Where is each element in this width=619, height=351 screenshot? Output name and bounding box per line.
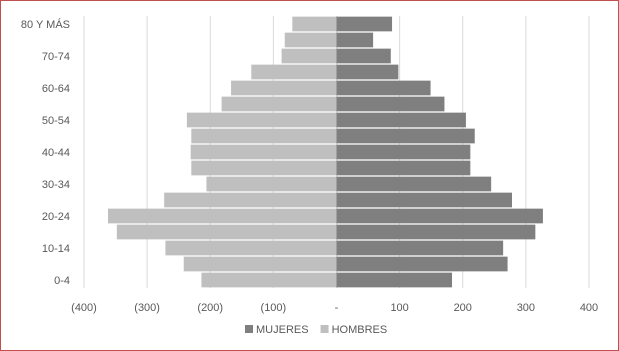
x-axis-labels: (400) (300) (200) (100) - 100 200 300 400 bbox=[71, 302, 598, 314]
legend-label-hombres: HOMBRES bbox=[332, 324, 388, 336]
bar-hombres-3 bbox=[116, 224, 337, 240]
bar-mujeres-11 bbox=[336, 96, 445, 112]
y-tick-label: 30-34 bbox=[42, 179, 70, 191]
x-tick-label: (200) bbox=[197, 302, 223, 314]
x-tick-label: (400) bbox=[71, 302, 97, 314]
bar-mujeres-2 bbox=[336, 240, 504, 256]
bar-mujeres-16 bbox=[336, 16, 393, 32]
bar-hombres-10 bbox=[186, 112, 337, 128]
y-tick-label: 70-74 bbox=[42, 51, 70, 63]
bar-hombres-13 bbox=[251, 64, 337, 80]
bar-hombres-14 bbox=[281, 48, 337, 64]
y-tick-label: 50-54 bbox=[42, 115, 70, 127]
y-tick-label: 20-24 bbox=[42, 211, 70, 223]
bar-hombres-12 bbox=[231, 80, 337, 96]
bar-mujeres-3 bbox=[336, 224, 536, 240]
x-tick-label: - bbox=[335, 302, 339, 314]
legend-swatch-mujeres bbox=[245, 325, 253, 333]
bar-hombres-6 bbox=[206, 176, 337, 192]
legend-label-mujeres: MUJERES bbox=[256, 324, 309, 336]
bar-hombres-15 bbox=[284, 32, 337, 48]
bar-hombres-16 bbox=[292, 16, 337, 32]
bar-mujeres-7 bbox=[336, 160, 471, 176]
legend-swatch-hombres bbox=[320, 325, 329, 333]
bar-hombres-0 bbox=[201, 272, 337, 288]
bar-mujeres-5 bbox=[336, 192, 512, 208]
bar-hombres-9 bbox=[191, 128, 337, 144]
bar-mujeres-8 bbox=[336, 144, 471, 160]
y-tick-label: 80 Y MÁS bbox=[21, 18, 70, 31]
bar-hombres-11 bbox=[221, 96, 337, 112]
y-tick-label: 0-4 bbox=[54, 275, 70, 287]
bar-mujeres-9 bbox=[336, 128, 475, 144]
x-tick-label: 400 bbox=[580, 302, 598, 314]
x-tick-label: 100 bbox=[390, 302, 408, 314]
x-tick-label: 200 bbox=[454, 302, 472, 314]
bar-mujeres-0 bbox=[336, 272, 453, 288]
bars bbox=[107, 16, 543, 288]
x-tick-label: (300) bbox=[134, 302, 160, 314]
bar-hombres-8 bbox=[190, 144, 337, 160]
x-tick-label: (100) bbox=[261, 302, 287, 314]
y-tick-label: 60-64 bbox=[42, 83, 70, 95]
bar-mujeres-13 bbox=[336, 64, 399, 80]
y-tick-label: 10-14 bbox=[42, 243, 70, 255]
legend: MUJERES HOMBRES bbox=[245, 324, 387, 336]
x-tick-label: 300 bbox=[517, 302, 535, 314]
bar-mujeres-12 bbox=[336, 80, 431, 96]
y-axis-labels: 0-4 10-14 20-24 30-34 40-44 50-54 60-64 70-74 80… bbox=[21, 18, 70, 287]
bar-hombres-7 bbox=[191, 160, 337, 176]
bar-mujeres-15 bbox=[336, 32, 374, 48]
y-tick-label: 40-44 bbox=[42, 147, 70, 159]
bar-hombres-5 bbox=[164, 192, 337, 208]
bar-hombres-2 bbox=[165, 240, 337, 256]
bar-hombres-1 bbox=[183, 256, 337, 272]
bar-hombres-4 bbox=[107, 208, 337, 224]
bar-mujeres-1 bbox=[336, 256, 508, 272]
bar-mujeres-6 bbox=[336, 176, 492, 192]
bar-mujeres-14 bbox=[336, 48, 391, 64]
bar-mujeres-10 bbox=[336, 112, 466, 128]
bar-mujeres-4 bbox=[336, 208, 543, 224]
